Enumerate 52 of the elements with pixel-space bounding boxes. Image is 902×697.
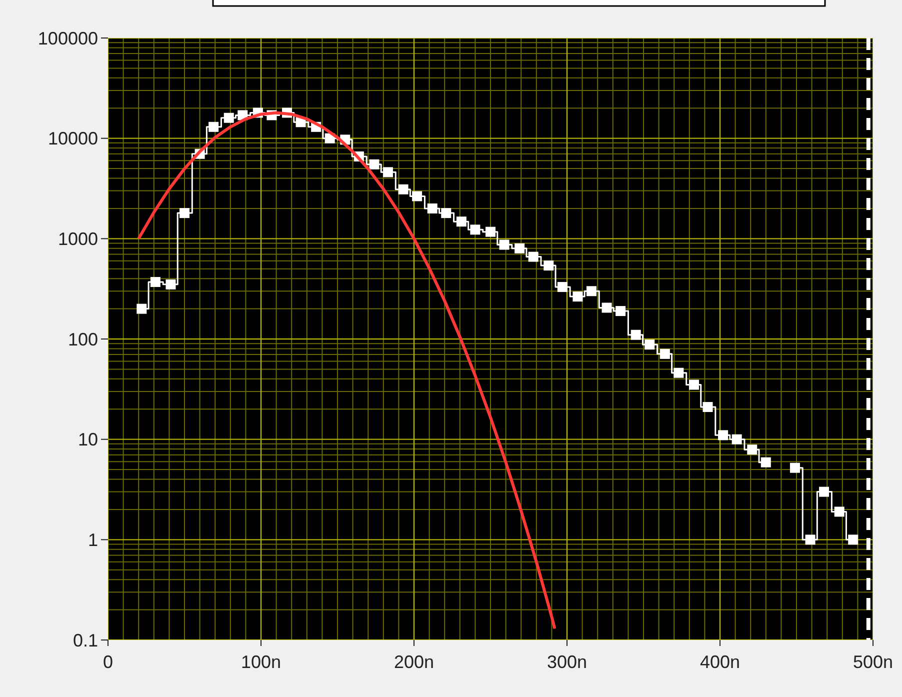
y-tick-label: 1 xyxy=(88,530,98,550)
point xyxy=(805,534,816,545)
y-tick-label: 0.1 xyxy=(72,630,98,650)
point xyxy=(208,122,219,132)
x-tick-label: 500n xyxy=(852,652,894,672)
x-tick-label: 300n xyxy=(546,652,588,672)
point xyxy=(660,348,670,359)
point xyxy=(369,159,380,170)
point xyxy=(528,252,538,262)
point xyxy=(499,240,510,250)
point xyxy=(732,434,742,444)
x-tick-label: 400n xyxy=(700,652,740,672)
point xyxy=(702,402,713,412)
point xyxy=(398,184,408,194)
point xyxy=(644,340,655,350)
point xyxy=(514,243,525,254)
point xyxy=(136,304,147,314)
point xyxy=(456,216,466,227)
y-tick-label: 100 xyxy=(68,329,98,350)
point xyxy=(427,203,438,214)
point xyxy=(544,260,554,271)
x-tick-label: 0 xyxy=(102,652,114,672)
point xyxy=(760,457,771,468)
point xyxy=(166,279,176,290)
y-tick-label: 10 xyxy=(78,430,98,450)
y-tick-label: 1000 xyxy=(58,228,98,249)
point xyxy=(150,276,160,287)
point xyxy=(224,112,234,123)
x-tick-label: 200n xyxy=(394,652,434,672)
point xyxy=(180,208,190,218)
point xyxy=(557,282,568,292)
point xyxy=(470,224,480,235)
point xyxy=(441,208,452,218)
point xyxy=(688,380,699,390)
point xyxy=(674,368,684,378)
point xyxy=(572,292,583,302)
point xyxy=(382,167,393,178)
point xyxy=(834,506,844,517)
point xyxy=(412,191,422,202)
point xyxy=(790,462,800,473)
point xyxy=(630,330,641,340)
point xyxy=(819,486,830,497)
point xyxy=(616,306,626,316)
point xyxy=(602,302,612,313)
point xyxy=(718,430,728,440)
point xyxy=(486,226,496,237)
point xyxy=(747,444,758,455)
x-tick-label: 100n xyxy=(240,652,282,672)
y-tick-label: 10000 xyxy=(48,128,98,149)
point xyxy=(848,534,858,545)
y-tick-label: 100000 xyxy=(38,28,98,48)
point xyxy=(586,286,596,296)
